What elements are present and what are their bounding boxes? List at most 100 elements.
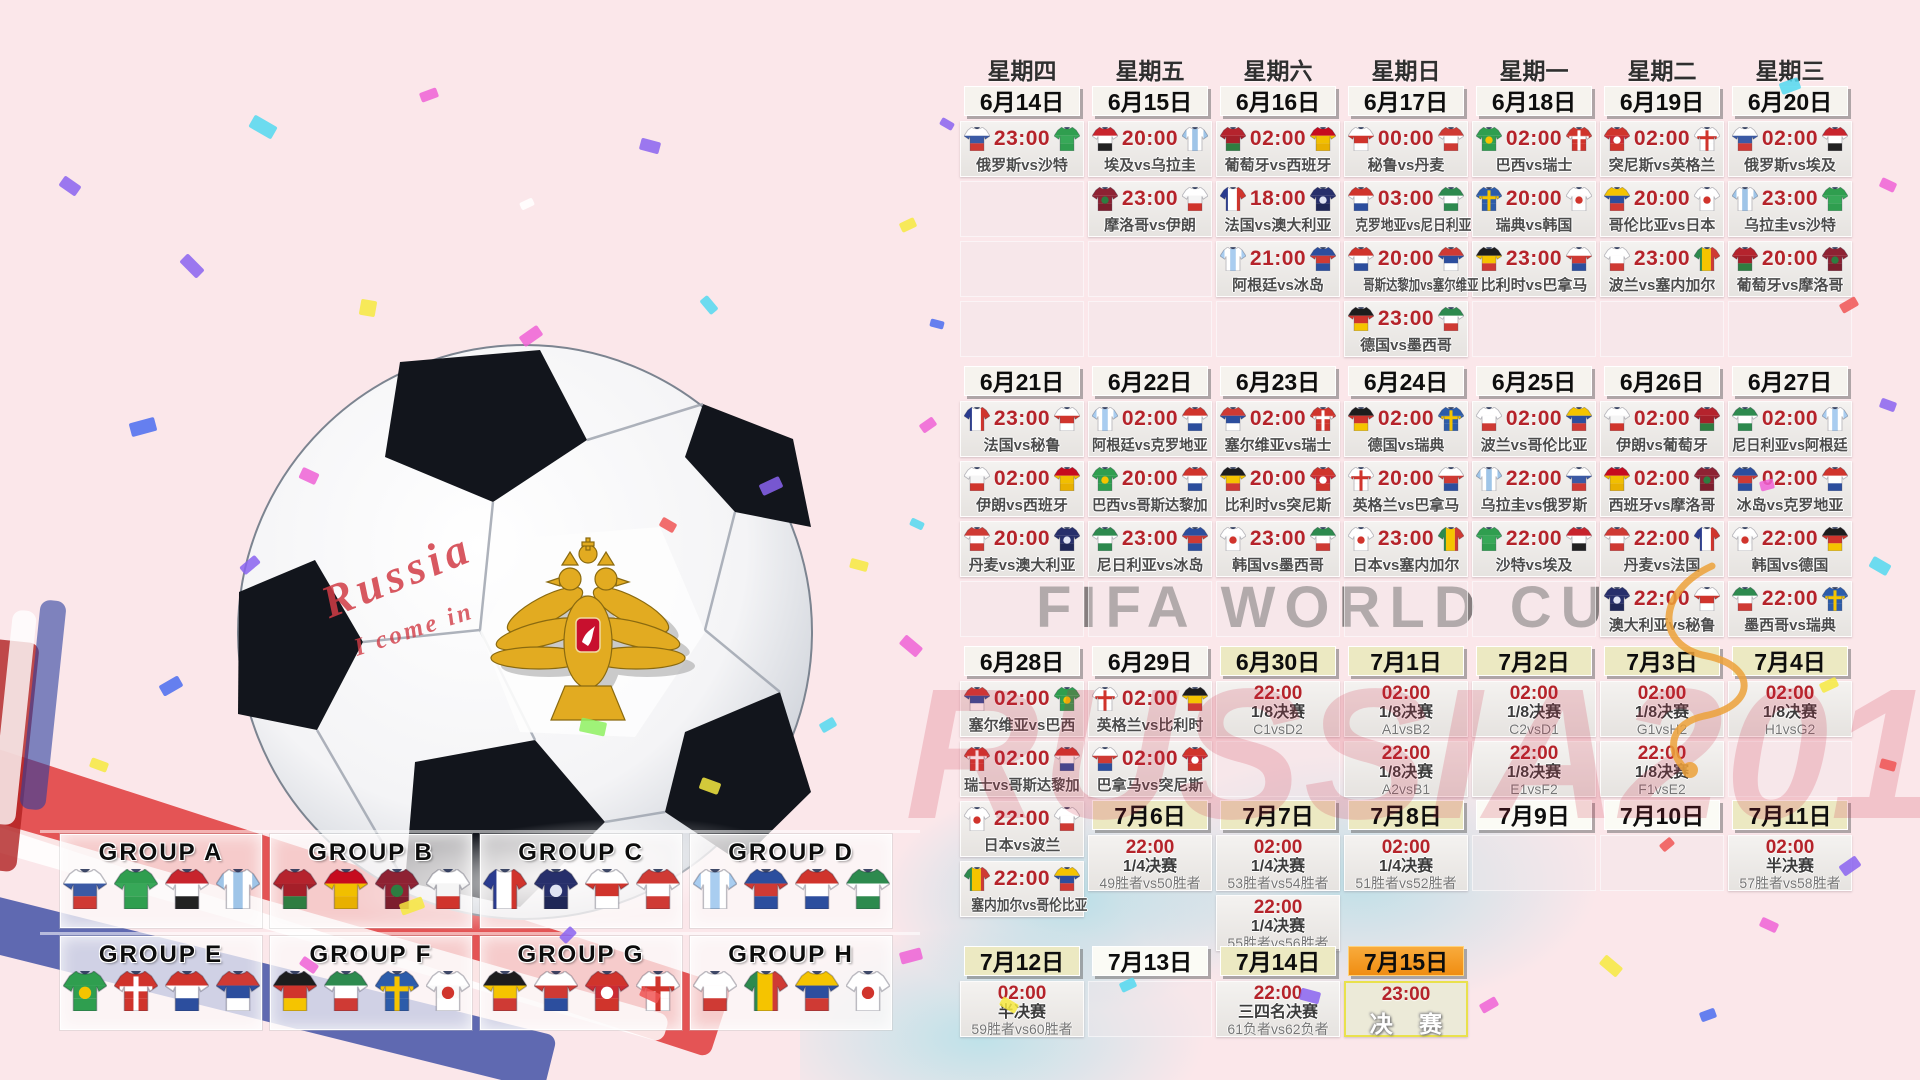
match-cell: 02:00 伊朗vs西班牙 xyxy=(960,461,1084,517)
match-time: 22:00 xyxy=(1505,527,1563,550)
match-teams: 比利时vs巴拿马 xyxy=(1480,277,1588,294)
match-teams: 乌拉圭vs沙特 xyxy=(1744,217,1836,234)
team-jersey xyxy=(1092,527,1118,551)
stage-label: 1/8决赛 xyxy=(1378,764,1434,781)
team-jersey xyxy=(1732,187,1758,211)
date-header: 7月13日 xyxy=(1092,946,1208,976)
team-jersey xyxy=(692,869,737,909)
date-header: 7月14日 xyxy=(1220,946,1336,976)
match-teams: 法国vs澳大利亚 xyxy=(1224,217,1332,234)
match-time: 02:00 xyxy=(1509,683,1559,704)
weekday-label: 星期五 xyxy=(1115,58,1185,84)
team-jersey xyxy=(1566,247,1592,271)
match-cell: 22:00 沙特vs埃及 xyxy=(1472,521,1596,577)
confetti-piece xyxy=(358,298,378,318)
stage-label: 1/8决赛 xyxy=(1634,704,1690,721)
group-jerseys xyxy=(61,869,261,909)
pairing-label: E1vsF2 xyxy=(1510,781,1558,797)
date-header: 7月11日 xyxy=(1732,800,1848,830)
match-time: 22:00 xyxy=(1381,743,1431,764)
match-time: 02:00 xyxy=(1249,127,1307,150)
team-jersey xyxy=(272,971,317,1011)
team-jersey xyxy=(1604,187,1630,211)
knockout-cell: 22:00 1/8决赛 A2vsB1 xyxy=(1344,741,1468,797)
knockout-cell: 02:00 1/4决赛 51胜者vs52胜者 xyxy=(1344,835,1468,891)
team-jersey xyxy=(1604,587,1630,611)
date-header: 6月30日 xyxy=(1220,646,1336,676)
team-jersey xyxy=(1732,587,1758,611)
match-time: 02:00 xyxy=(1765,683,1815,704)
empty-cell xyxy=(1088,241,1212,297)
empty-cell xyxy=(960,581,1084,637)
calendar-day-column: 6月24日 02:00 德国vs瑞典 xyxy=(1342,366,1470,641)
stage-label: 1/4决赛 xyxy=(1250,918,1306,935)
match-time: 02:00 xyxy=(1765,837,1815,858)
weekday-label: 星期六 xyxy=(1243,58,1313,84)
match-teams: 伊朗vs葡萄牙 xyxy=(1616,437,1708,454)
empty-cell xyxy=(1088,981,1212,1037)
match-teams: 瑞典vs韩国 xyxy=(1495,217,1573,234)
team-jersey xyxy=(1476,187,1502,211)
match-teams: 比利时vs突尼斯 xyxy=(1224,497,1332,514)
match-cell: 02:00 巴西vs瑞士 xyxy=(1472,121,1596,177)
group-title: GROUP H xyxy=(728,941,854,968)
date-header: 6月29日 xyxy=(1092,646,1208,676)
team-jersey xyxy=(692,971,737,1011)
team-jersey xyxy=(1182,467,1208,491)
knockout-cell: 22:00 三四名决赛 61负者vs62负者 xyxy=(1216,981,1340,1037)
team-jersey xyxy=(1566,527,1592,551)
match-time: 02:00 xyxy=(1761,127,1819,150)
empty-cell xyxy=(1472,581,1596,637)
match-teams: 塞尔维亚vs瑞士 xyxy=(1224,437,1332,454)
date-header: 6月26日 xyxy=(1604,366,1720,396)
group-jerseys xyxy=(691,971,891,1011)
match-time: 02:00 xyxy=(993,747,1051,770)
team-jersey xyxy=(1348,187,1374,211)
stage-label: 1/8决赛 xyxy=(1250,704,1306,721)
match-cell: 23:00 日本vs塞内加尔 xyxy=(1344,521,1468,577)
match-teams: 葡萄牙vs摩洛哥 xyxy=(1736,277,1844,294)
match-time: 02:00 xyxy=(1253,837,1303,858)
group-title: GROUP B xyxy=(308,839,434,866)
match-cell: 02:00 葡萄牙vs西班牙 xyxy=(1216,121,1340,177)
group-divider-line xyxy=(40,830,920,833)
team-jersey xyxy=(845,869,890,909)
empty-cell xyxy=(1472,835,1596,891)
empty-cell xyxy=(1728,301,1852,357)
match-cell: 22:00 日本vs波兰 xyxy=(960,801,1084,857)
match-teams: 哥伦比亚vs日本 xyxy=(1608,217,1716,234)
team-jersey xyxy=(1694,587,1720,611)
match-teams: 法国vs秘鲁 xyxy=(983,437,1061,454)
calendar-day-column: 6月15日 20:00 埃及vs乌拉圭 23:00 xyxy=(1086,86,1214,361)
match-cell: 02:00 巴拿马vs突尼斯 xyxy=(1088,741,1212,797)
match-time: 02:00 xyxy=(993,467,1051,490)
match-cell: 23:00 韩国vs墨西哥 xyxy=(1216,521,1340,577)
match-cell: 22:00 乌拉圭vs俄罗斯 xyxy=(1472,461,1596,517)
date-header: 6月17日 xyxy=(1348,86,1464,116)
match-teams: 日本vs塞内加尔 xyxy=(1352,557,1460,574)
team-jersey xyxy=(964,747,990,771)
calendar-week-band: 7月12日 02:00 半决赛 59胜者vs60胜者 7月13日 7月14日 22:00… xyxy=(958,946,1854,1041)
team-jersey xyxy=(1438,307,1464,331)
match-cell: 02:00 阿根廷vs克罗地亚 xyxy=(1088,401,1212,457)
team-jersey xyxy=(1694,187,1720,211)
match-time: 20:00 xyxy=(1249,467,1307,490)
team-jersey xyxy=(374,971,419,1011)
team-jersey xyxy=(1348,127,1374,151)
match-cell: 03:00 克罗地亚vs尼日利亚 xyxy=(1344,181,1471,237)
stage-label: 1/4决赛 xyxy=(1122,858,1178,875)
match-time: 23:00 xyxy=(1633,247,1691,270)
match-teams: 瑞士vs哥斯达黎加 xyxy=(964,777,1080,794)
team-jersey xyxy=(62,869,107,909)
team-jersey xyxy=(1694,527,1720,551)
calendar-day-column: 6月23日 02:00 塞尔维亚vs瑞士 xyxy=(1214,366,1342,641)
match-time: 22:00 xyxy=(1509,743,1559,764)
match-teams: 丹麦vs澳大利亚 xyxy=(968,557,1076,574)
match-time: 22:00 xyxy=(1125,837,1175,858)
match-cell: 02:00 塞尔维亚vs瑞士 xyxy=(1216,401,1340,457)
team-jersey xyxy=(1566,407,1592,431)
team-jersey xyxy=(1348,307,1374,331)
empty-cell xyxy=(960,181,1084,237)
team-jersey xyxy=(743,869,788,909)
knockout-cell: 22:00 1/4决赛 49胜者vs50胜者 xyxy=(1088,835,1212,891)
